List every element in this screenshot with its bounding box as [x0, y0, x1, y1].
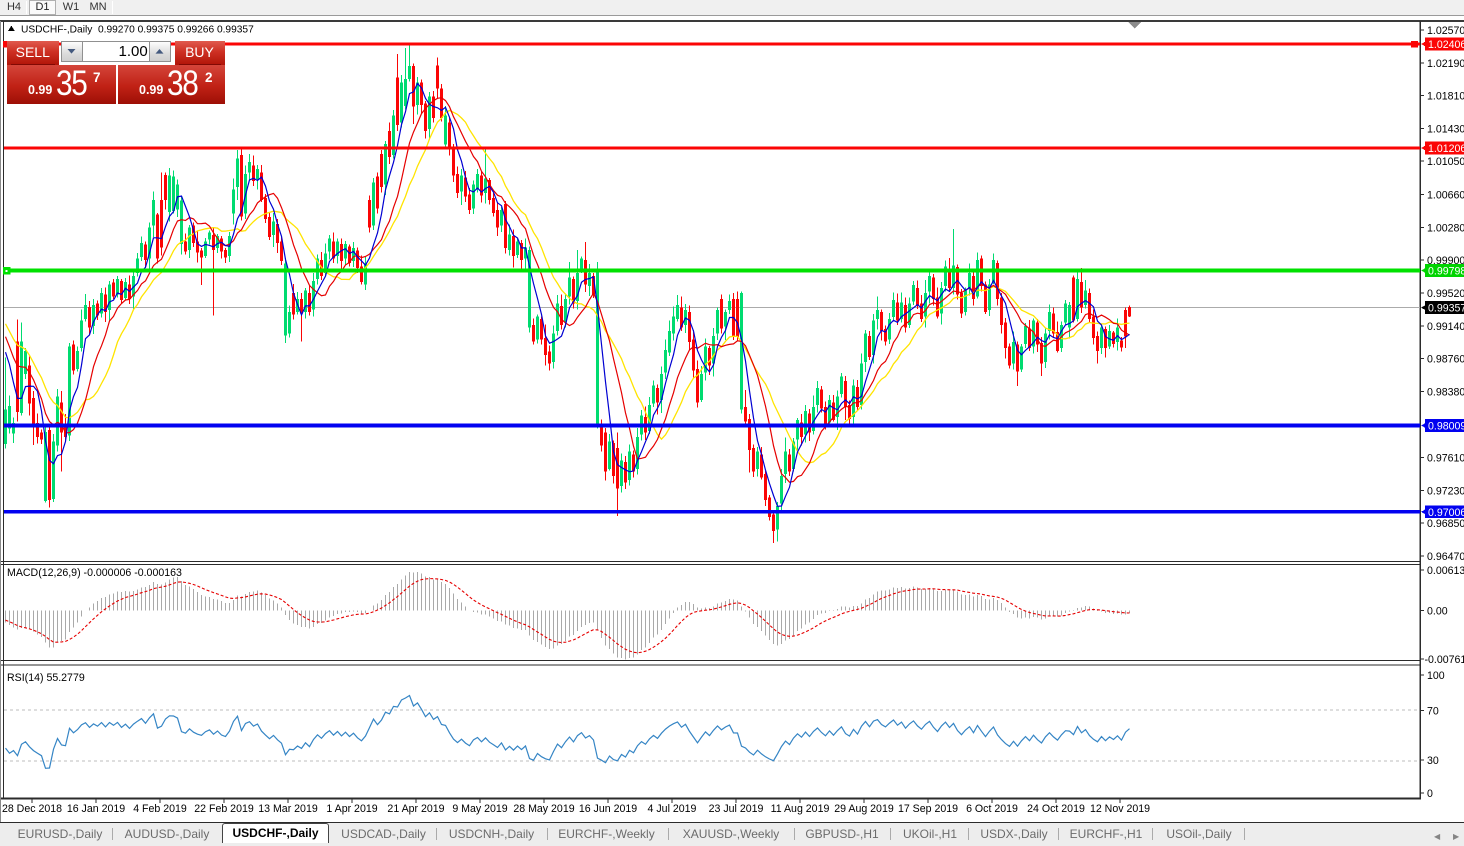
svg-text:MACD(12,26,9) -0.000006 -0.000: MACD(12,26,9) -0.000006 -0.000163: [7, 567, 182, 579]
svg-text:16 Jan 2019: 16 Jan 2019: [67, 803, 125, 815]
svg-text:1.01810: 1.01810: [1427, 91, 1464, 103]
svg-text:1 Apr 2019: 1 Apr 2019: [326, 803, 377, 815]
svg-text:1.01050: 1.01050: [1427, 156, 1464, 168]
svg-text:0.99798: 0.99798: [1428, 266, 1464, 278]
svg-text:RSI(14) 55.2779: RSI(14) 55.2779: [7, 672, 85, 684]
svg-text:13 Mar 2019: 13 Mar 2019: [258, 803, 318, 815]
svg-text:0.98380: 0.98380: [1427, 386, 1464, 398]
svg-text:23 Jul 2019: 23 Jul 2019: [709, 803, 764, 815]
svg-text:1.02190: 1.02190: [1427, 58, 1464, 70]
svg-text:6 Oct 2019: 6 Oct 2019: [966, 803, 1018, 815]
svg-text:0.98760: 0.98760: [1427, 354, 1464, 366]
svg-text:12 Nov 2019: 12 Nov 2019: [1090, 803, 1150, 815]
svg-text:0.00: 0.00: [1427, 606, 1448, 618]
svg-text:11 Aug 2019: 11 Aug 2019: [771, 803, 830, 815]
svg-text:0.99140: 0.99140: [1427, 321, 1464, 333]
svg-text:70: 70: [1427, 706, 1439, 718]
svg-text:1.02406: 1.02406: [1428, 39, 1464, 51]
svg-text:1.01430: 1.01430: [1427, 123, 1464, 135]
svg-text:17 Sep 2019: 17 Sep 2019: [898, 803, 958, 815]
svg-text:0.97610: 0.97610: [1427, 453, 1464, 465]
svg-text:28 May 2019: 28 May 2019: [513, 803, 574, 815]
svg-text:22 Feb 2019: 22 Feb 2019: [194, 803, 254, 815]
svg-text:28 Dec 2018: 28 Dec 2018: [2, 803, 62, 815]
svg-text:0.99357: 0.99357: [1428, 303, 1464, 315]
svg-text:30: 30: [1427, 755, 1439, 767]
svg-text:0.98009: 0.98009: [1428, 421, 1464, 433]
svg-text:16 Jun 2019: 16 Jun 2019: [579, 803, 637, 815]
svg-text:4 Jul 2019: 4 Jul 2019: [648, 803, 697, 815]
svg-text:-0.007612: -0.007612: [1425, 654, 1464, 666]
svg-text:29 Aug 2019: 29 Aug 2019: [834, 803, 894, 815]
svg-text:24 Oct 2019: 24 Oct 2019: [1027, 803, 1085, 815]
svg-text:1.02570: 1.02570: [1427, 25, 1464, 37]
svg-text:0.96470: 0.96470: [1427, 551, 1464, 563]
svg-text:4 Feb 2019: 4 Feb 2019: [133, 803, 187, 815]
svg-text:1.00660: 1.00660: [1427, 190, 1464, 202]
svg-text:1.01206: 1.01206: [1428, 143, 1464, 155]
svg-text:0.99520: 0.99520: [1427, 288, 1464, 300]
svg-text:USDCHF-,Daily 0.99270 0.99375: USDCHF-,Daily 0.99270 0.99375 0.99266 0.…: [21, 25, 254, 36]
svg-text:9 May 2019: 9 May 2019: [452, 803, 507, 815]
svg-text:0.96850: 0.96850: [1427, 518, 1464, 530]
svg-text:0.97006: 0.97006: [1428, 507, 1464, 519]
svg-text:100: 100: [1427, 670, 1445, 682]
svg-text:21 Apr 2019: 21 Apr 2019: [387, 803, 444, 815]
svg-text:0.97230: 0.97230: [1427, 486, 1464, 498]
svg-text:0: 0: [1427, 788, 1433, 800]
svg-text:1.00280: 1.00280: [1427, 223, 1464, 235]
svg-text:0.00613: 0.00613: [1427, 565, 1464, 577]
